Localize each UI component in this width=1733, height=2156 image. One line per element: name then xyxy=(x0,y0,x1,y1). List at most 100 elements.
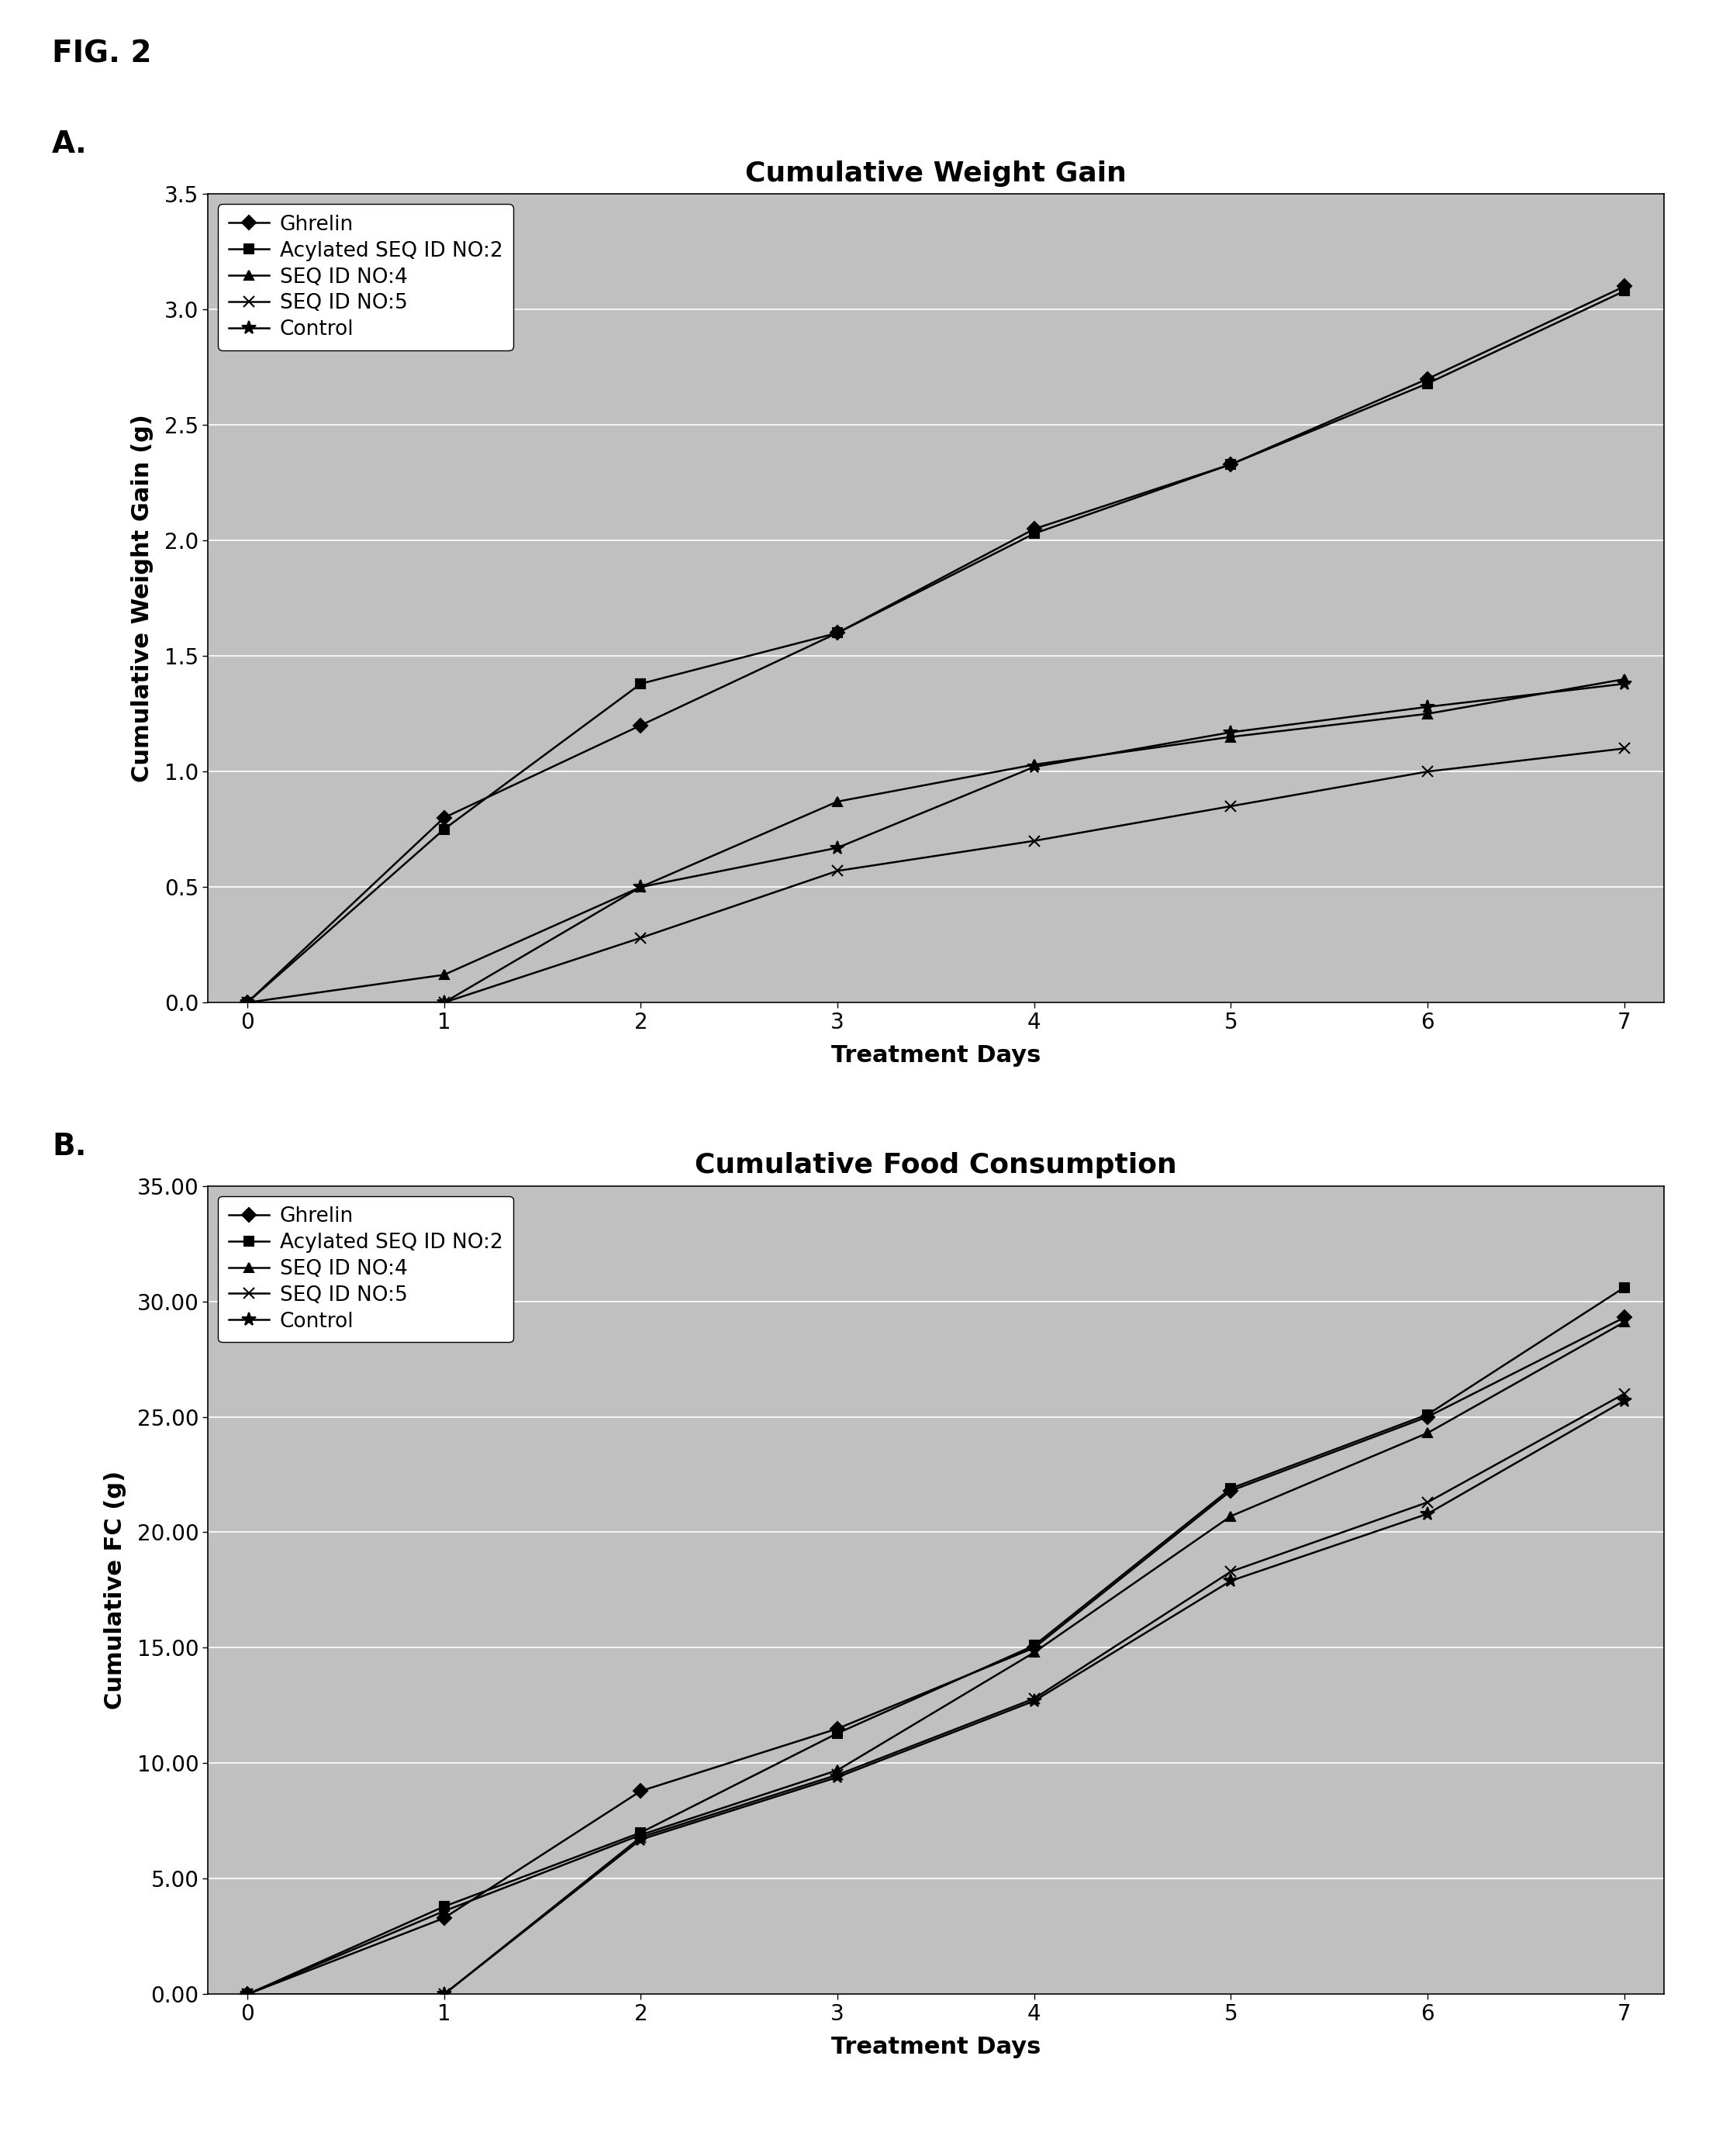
SEQ ID NO:5 xyxy=(827,1761,847,1787)
Ghrelin xyxy=(827,621,847,647)
Y-axis label: Cumulative Weight Gain (g): Cumulative Weight Gain (g) xyxy=(132,414,154,783)
Line: Control: Control xyxy=(241,1393,1631,2001)
SEQ ID NO:4 xyxy=(1418,1421,1438,1447)
SEQ ID NO:5 xyxy=(1418,759,1438,785)
SEQ ID NO:5 xyxy=(1220,793,1241,819)
SEQ ID NO:4 xyxy=(827,1757,847,1783)
Control xyxy=(433,1981,454,2007)
SEQ ID NO:5 xyxy=(237,1981,258,2007)
Legend: Ghrelin, Acylated SEQ ID NO:2, SEQ ID NO:4, SEQ ID NO:5, Control: Ghrelin, Acylated SEQ ID NO:2, SEQ ID NO… xyxy=(218,1197,513,1341)
SEQ ID NO:4 xyxy=(1024,1639,1045,1664)
Acylated SEQ ID NO:2 xyxy=(237,990,258,1015)
Control xyxy=(1613,671,1634,696)
Text: A.: A. xyxy=(52,129,87,160)
SEQ ID NO:4 xyxy=(1220,1503,1241,1529)
SEQ ID NO:5 xyxy=(1220,1559,1241,1585)
X-axis label: Treatment Days: Treatment Days xyxy=(832,1044,1040,1067)
Control xyxy=(631,873,652,899)
SEQ ID NO:4 xyxy=(827,789,847,815)
SEQ ID NO:5 xyxy=(631,1824,652,1850)
X-axis label: Treatment Days: Treatment Days xyxy=(832,2035,1040,2059)
Control xyxy=(1024,755,1045,780)
SEQ ID NO:5 xyxy=(433,1981,454,2007)
Line: SEQ ID NO:5: SEQ ID NO:5 xyxy=(243,1388,1629,1999)
Acylated SEQ ID NO:2 xyxy=(631,1820,652,1846)
Y-axis label: Cumulative FC (g): Cumulative FC (g) xyxy=(104,1470,127,1710)
SEQ ID NO:4 xyxy=(433,1897,454,1923)
Control xyxy=(433,990,454,1015)
SEQ ID NO:4 xyxy=(237,990,258,1015)
Line: Acylated SEQ ID NO:2: Acylated SEQ ID NO:2 xyxy=(243,287,1629,1007)
Legend: Ghrelin, Acylated SEQ ID NO:2, SEQ ID NO:4, SEQ ID NO:5, Control: Ghrelin, Acylated SEQ ID NO:2, SEQ ID NO… xyxy=(218,205,513,349)
SEQ ID NO:5 xyxy=(1024,828,1045,854)
Line: Control: Control xyxy=(241,677,1631,1009)
Control xyxy=(1418,1501,1438,1526)
Acylated SEQ ID NO:2 xyxy=(1613,1274,1634,1300)
SEQ ID NO:4 xyxy=(1220,724,1241,750)
Control xyxy=(237,990,258,1015)
Acylated SEQ ID NO:2 xyxy=(631,671,652,696)
SEQ ID NO:4 xyxy=(631,873,652,899)
SEQ ID NO:5 xyxy=(1418,1490,1438,1516)
Acylated SEQ ID NO:2 xyxy=(1024,1632,1045,1658)
Ghrelin xyxy=(237,1981,258,2007)
Control xyxy=(237,1981,258,2007)
SEQ ID NO:5 xyxy=(1024,1686,1045,1712)
Ghrelin xyxy=(1024,1634,1045,1660)
Control xyxy=(1220,720,1241,746)
SEQ ID NO:5 xyxy=(631,925,652,951)
Acylated SEQ ID NO:2 xyxy=(1613,278,1634,304)
Control xyxy=(1418,694,1438,720)
Line: Acylated SEQ ID NO:2: Acylated SEQ ID NO:2 xyxy=(243,1283,1629,1999)
SEQ ID NO:4 xyxy=(1418,701,1438,727)
Title: Cumulative Food Consumption: Cumulative Food Consumption xyxy=(695,1151,1177,1179)
Ghrelin xyxy=(631,1779,652,1805)
Ghrelin xyxy=(1613,274,1634,300)
SEQ ID NO:5 xyxy=(433,990,454,1015)
Line: SEQ ID NO:4: SEQ ID NO:4 xyxy=(243,675,1629,1007)
Acylated SEQ ID NO:2 xyxy=(1418,371,1438,397)
Control xyxy=(827,834,847,860)
SEQ ID NO:5 xyxy=(827,858,847,884)
Ghrelin xyxy=(1220,451,1241,476)
Line: SEQ ID NO:5: SEQ ID NO:5 xyxy=(243,744,1629,1007)
Ghrelin xyxy=(1220,1477,1241,1503)
Line: Ghrelin: Ghrelin xyxy=(243,1313,1629,1999)
SEQ ID NO:4 xyxy=(1024,752,1045,778)
Line: SEQ ID NO:4: SEQ ID NO:4 xyxy=(243,1317,1629,1999)
Control xyxy=(631,1826,652,1852)
Ghrelin xyxy=(237,990,258,1015)
Acylated SEQ ID NO:2 xyxy=(827,1720,847,1746)
Acylated SEQ ID NO:2 xyxy=(433,1893,454,1919)
Ghrelin xyxy=(1418,1404,1438,1429)
Ghrelin xyxy=(433,804,454,830)
Ghrelin xyxy=(1613,1304,1634,1330)
Acylated SEQ ID NO:2 xyxy=(827,621,847,647)
Control xyxy=(827,1764,847,1789)
Acylated SEQ ID NO:2 xyxy=(1418,1401,1438,1427)
SEQ ID NO:4 xyxy=(1613,666,1634,692)
Line: Ghrelin: Ghrelin xyxy=(243,282,1629,1007)
Ghrelin xyxy=(1418,367,1438,392)
SEQ ID NO:4 xyxy=(433,962,454,987)
Text: FIG. 2: FIG. 2 xyxy=(52,39,151,69)
Acylated SEQ ID NO:2 xyxy=(1220,1475,1241,1501)
SEQ ID NO:4 xyxy=(631,1822,652,1848)
SEQ ID NO:5 xyxy=(1613,1380,1634,1406)
Acylated SEQ ID NO:2 xyxy=(1024,522,1045,548)
SEQ ID NO:5 xyxy=(1613,735,1634,761)
Ghrelin xyxy=(1024,515,1045,541)
Ghrelin xyxy=(631,711,652,737)
SEQ ID NO:4 xyxy=(237,1981,258,2007)
SEQ ID NO:5 xyxy=(237,990,258,1015)
Control xyxy=(1220,1567,1241,1593)
Ghrelin xyxy=(433,1906,454,1932)
Acylated SEQ ID NO:2 xyxy=(1220,451,1241,476)
Acylated SEQ ID NO:2 xyxy=(433,817,454,843)
SEQ ID NO:4 xyxy=(1613,1309,1634,1335)
Text: B.: B. xyxy=(52,1132,87,1162)
Title: Cumulative Weight Gain: Cumulative Weight Gain xyxy=(745,160,1126,188)
Acylated SEQ ID NO:2 xyxy=(237,1981,258,2007)
Control xyxy=(1024,1688,1045,1714)
Ghrelin xyxy=(827,1716,847,1742)
